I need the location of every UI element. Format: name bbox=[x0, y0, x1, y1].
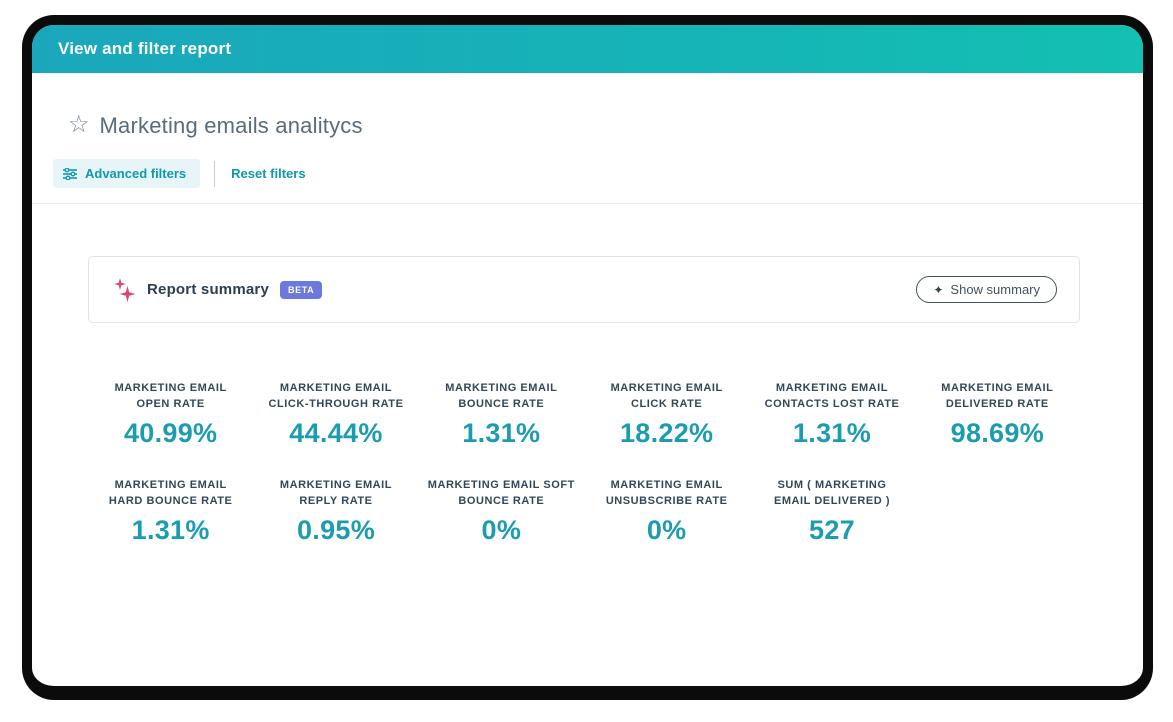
metric-card: SUM ( MARKETING EMAIL DELIVERED ) 527 bbox=[749, 478, 914, 546]
advanced-filters-button[interactable]: Advanced filters bbox=[53, 159, 201, 188]
metric-value: 40.99% bbox=[123, 417, 218, 448]
metric-label: MARKETING EMAIL OPEN RATE bbox=[114, 382, 227, 410]
metric-value: 1.31% bbox=[462, 417, 541, 448]
metric-label: MARKETING EMAIL CONTACTS LOST RATE bbox=[764, 382, 900, 410]
favorite-star-icon[interactable]: ☆ bbox=[68, 111, 90, 138]
section-divider bbox=[32, 203, 1143, 204]
advanced-filters-label: Advanced filters bbox=[85, 166, 187, 181]
metric-value: 0% bbox=[646, 514, 687, 545]
window-titlebar: View and filter report bbox=[32, 25, 1143, 73]
report-summary-card: Report summary BETA ✦ Show summary bbox=[88, 256, 1080, 323]
metric-value: 44.44% bbox=[289, 417, 383, 448]
metrics-row-2: MARKETING EMAIL HARD BOUNCE RATE 1.31% M… bbox=[88, 478, 1080, 546]
ai-sparkles-icon bbox=[114, 277, 136, 302]
metric-label: MARKETING EMAIL BOUNCE RATE bbox=[445, 382, 558, 410]
metric-value: 1.31% bbox=[131, 514, 210, 545]
page-title: Marketing emails analitycs bbox=[99, 113, 363, 138]
metric-card: MARKETING EMAIL DELIVERED RATE 98.69% bbox=[915, 381, 1080, 449]
metric-card: MARKETING EMAIL CONTACTS LOST RATE 1.31% bbox=[749, 381, 914, 449]
metric-label: MARKETING EMAIL DELIVERED RATE bbox=[941, 382, 1054, 410]
summary-title: Report summary bbox=[147, 281, 270, 298]
metric-card: MARKETING EMAIL BOUNCE RATE 1.31% bbox=[419, 381, 584, 449]
metrics-row-1: MARKETING EMAIL OPEN RATE 40.99% MARKETI… bbox=[88, 381, 1080, 449]
metric-value: 98.69% bbox=[950, 417, 1044, 448]
filters-divider bbox=[214, 160, 216, 187]
show-summary-label: Show summary bbox=[950, 282, 1040, 297]
metric-label: SUM ( MARKETING EMAIL DELIVERED ) bbox=[773, 478, 891, 507]
beta-badge: BETA bbox=[280, 280, 323, 299]
metric-label: MARKETING EMAIL REPLY RATE bbox=[279, 478, 393, 507]
window-title: View and filter report bbox=[58, 39, 232, 58]
report-window: View and filter report ☆ Marketing email… bbox=[22, 15, 1153, 700]
metric-label: MARKETING EMAIL UNSUBSCRIBE RATE bbox=[605, 478, 728, 507]
report-title-row: ☆ Marketing emails analitycs bbox=[32, 113, 1143, 139]
metric-label: MARKETING EMAIL HARD BOUNCE RATE bbox=[108, 478, 233, 507]
metric-label: MARKETING EMAIL CLICK-THROUGH RATE bbox=[268, 382, 404, 410]
metric-label: MARKETING EMAIL SOFT BOUNCE RATE bbox=[427, 478, 575, 507]
metric-card: MARKETING EMAIL CLICK-THROUGH RATE 44.44… bbox=[253, 381, 418, 449]
report-content: ☆ Marketing emails analitycs Advanced fi… bbox=[32, 73, 1143, 546]
metric-value: 0.95% bbox=[296, 514, 376, 545]
metric-card: MARKETING EMAIL CLICK RATE 18.22% bbox=[584, 381, 749, 449]
metric-card: MARKETING EMAIL OPEN RATE 40.99% bbox=[88, 381, 253, 449]
metric-card: MARKETING EMAIL REPLY RATE 0.95% bbox=[253, 478, 418, 546]
show-summary-button[interactable]: ✦ Show summary bbox=[916, 276, 1057, 303]
metric-value: 0% bbox=[481, 514, 522, 545]
reset-filters-button[interactable]: Reset filters bbox=[231, 166, 306, 181]
metric-label: MARKETING EMAIL CLICK RATE bbox=[610, 382, 723, 410]
metric-value: 527 bbox=[809, 514, 855, 545]
metric-card: MARKETING EMAIL HARD BOUNCE RATE 1.31% bbox=[88, 478, 253, 546]
metric-value: 18.22% bbox=[619, 417, 714, 448]
sliders-filter-icon bbox=[63, 167, 77, 180]
metric-card: MARKETING EMAIL SOFT BOUNCE RATE 0% bbox=[419, 478, 584, 546]
summary-card-left: Report summary BETA bbox=[114, 277, 323, 302]
metric-card: MARKETING EMAIL UNSUBSCRIBE RATE 0% bbox=[584, 478, 749, 546]
button-sparkle-icon: ✦ bbox=[933, 282, 944, 297]
filters-toolbar: Advanced filters Reset filters bbox=[32, 159, 1143, 188]
metric-value: 1.31% bbox=[792, 417, 872, 448]
